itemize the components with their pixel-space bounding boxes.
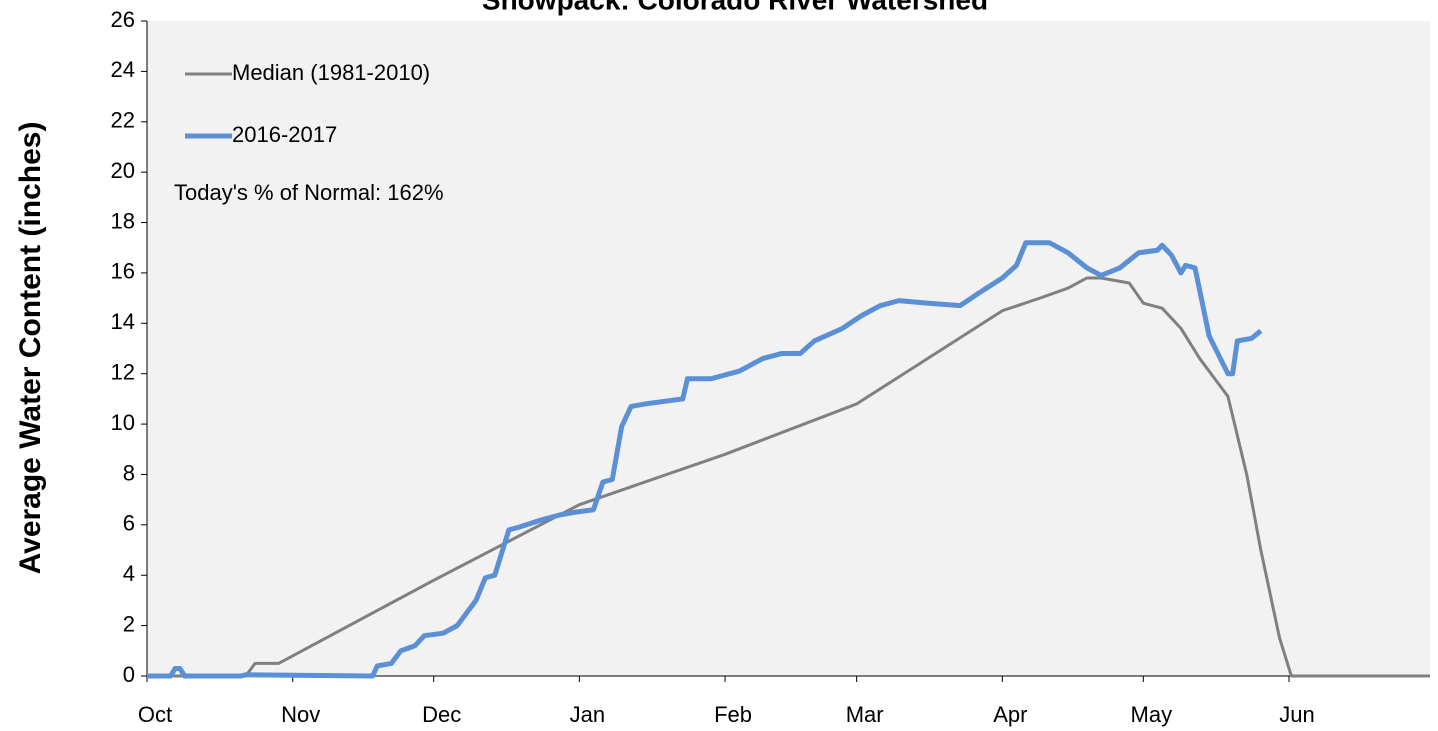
series-line	[147, 240, 1263, 679]
y-tick-label: 18	[111, 208, 135, 233]
y-tick-label: 16	[111, 259, 135, 284]
legend-label: 2016-2017	[232, 122, 337, 147]
x-tick-label: Oct	[138, 702, 172, 727]
y-tick-label: 2	[123, 611, 135, 636]
y-tick-label: 4	[123, 561, 135, 586]
y-tick-label: 12	[111, 360, 135, 385]
y-tick-label: 6	[123, 511, 135, 536]
y-tick-label: 26	[111, 7, 135, 32]
chart-title: Snowpack: Colorado River Watershed	[482, 0, 988, 15]
x-tick-label: May	[1131, 702, 1173, 727]
y-tick-label: 20	[111, 158, 135, 183]
x-tick-label: Jan	[570, 702, 605, 727]
x-tick-label: Mar	[846, 702, 884, 727]
x-tick-label: Jun	[1279, 702, 1314, 727]
x-tick-label: Feb	[714, 702, 752, 727]
y-axis-label: Average Water Content (inches)	[14, 122, 47, 575]
y-tick-label: 22	[111, 108, 135, 133]
legend-label: Median (1981-2010)	[232, 60, 430, 85]
series-line	[147, 276, 1430, 678]
y-tick-label: 14	[111, 309, 135, 334]
x-tick-label: Dec	[422, 702, 461, 727]
y-tick-label: 10	[111, 410, 135, 435]
x-tick-label: Nov	[281, 702, 320, 727]
y-tick-label: 8	[123, 460, 135, 485]
x-tick-label: Apr	[993, 702, 1027, 727]
annotation: Today's % of Normal: 162%	[174, 180, 444, 205]
y-tick-label: 24	[111, 57, 135, 82]
y-tick-label: 0	[123, 662, 135, 687]
